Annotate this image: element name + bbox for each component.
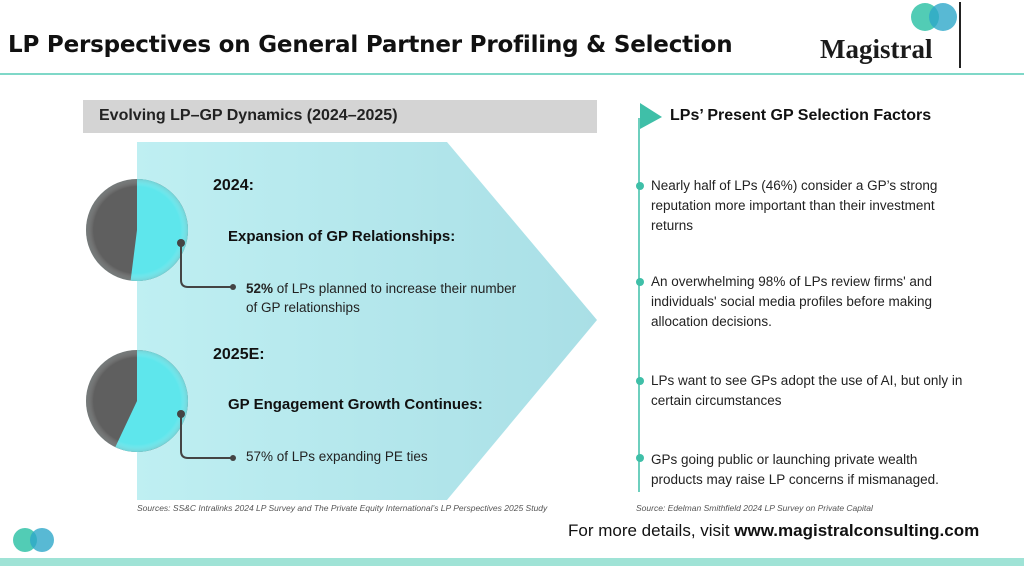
year-2024: 2024: [213, 177, 254, 194]
factor-1: Nearly half of LPs (46%) consider a GP’s… [651, 178, 938, 233]
point-2024-text: of LPs planned to increase their number [273, 281, 517, 296]
pie-2024 [86, 179, 188, 281]
logo-divider [959, 2, 961, 68]
timeline-dot-2 [636, 278, 644, 286]
connector-2024 [180, 243, 233, 288]
connector-2025 [180, 414, 233, 459]
footer-prefix: For more details, visit [568, 521, 735, 540]
section-title: Evolving LP–GP Dynamics (2024–2025) [99, 107, 398, 124]
magistral-logo-icon [911, 3, 957, 31]
footer-cta: For more details, visit www.magistralcon… [568, 521, 979, 541]
factor-2: An overwhelming 98% of LPs review firms'… [651, 274, 932, 329]
section-header-box [83, 100, 597, 133]
connector-dot-2025 [177, 410, 185, 418]
subhead-2025: GP Engagement Growth Continues: [228, 396, 483, 413]
right-source: Source: Edelman Smithfield 2024 LP Surve… [636, 503, 873, 513]
point-2025: 57% of LPs expanding PE ties [246, 449, 428, 464]
subhead-2024: Expansion of GP Relationships: [228, 228, 456, 245]
footer-bar [0, 558, 1024, 566]
point-2024-line2: of GP relationships [246, 300, 360, 315]
selection-factors-title: LPs’ Present GP Selection Factors [670, 107, 932, 124]
timeline-dot-3 [636, 377, 644, 385]
timeline-dot-4 [636, 454, 644, 462]
connector-dot-2024 [177, 239, 185, 247]
footer-logo-circle-left [13, 528, 37, 552]
footer-logo-circle-right [30, 528, 54, 552]
point-2024-bold: 52% [246, 281, 274, 296]
left-sources: Sources: SS&C Intralinks 2024 LP Survey … [137, 503, 548, 513]
arrow-shape [137, 142, 597, 500]
footer-url-link[interactable]: www.magistralconsulting.com [734, 521, 980, 540]
pie-2025 [86, 350, 189, 452]
page-title: LP Perspectives on General Partner Profi… [8, 32, 733, 58]
connector-end-2024 [230, 284, 236, 290]
point-2024: 52% of LPs planned to increase their num… [246, 279, 516, 317]
year-2025: 2025E: [213, 346, 265, 363]
pie-rim [86, 179, 188, 281]
pie-rim [86, 350, 188, 452]
connector-end-2025 [230, 455, 236, 461]
header-divider [0, 73, 1024, 75]
brand-name: Magistral [820, 34, 933, 64]
factor-3: LPs want to see GPs adopt the use of AI,… [651, 373, 963, 408]
timeline-dot-1 [636, 182, 644, 190]
flag-icon [640, 103, 662, 129]
factor-4: GPs going public or launching private we… [651, 452, 939, 487]
